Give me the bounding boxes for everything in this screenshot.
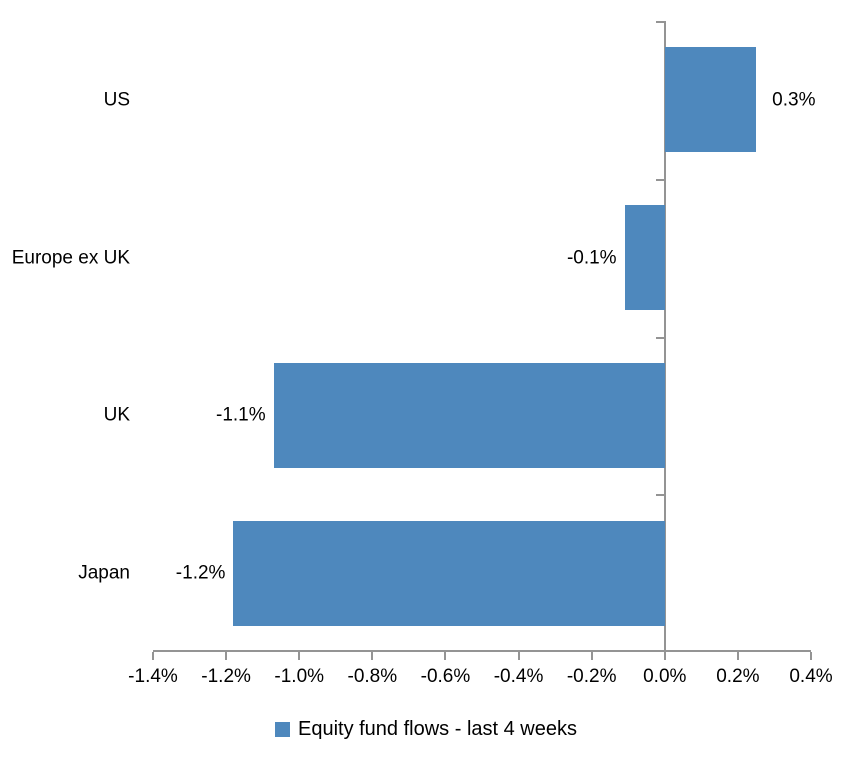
x-axis-line bbox=[153, 650, 811, 652]
x-axis-tick bbox=[590, 652, 593, 660]
legend-swatch-icon bbox=[274, 721, 290, 737]
bar-europe-ex-uk bbox=[624, 205, 665, 311]
category-axis-tick bbox=[655, 650, 664, 652]
x-tick-label--0-8-: -0.8% bbox=[347, 666, 398, 687]
data-label-us: 0.3% bbox=[772, 89, 816, 111]
x-axis-tick bbox=[810, 652, 812, 660]
category-axis-tick bbox=[655, 21, 664, 23]
category-axis-tick bbox=[655, 336, 664, 339]
x-tick-label-0-0-: 0.0% bbox=[643, 666, 687, 687]
x-tick-label--1-4-: -1.4% bbox=[128, 666, 178, 687]
x-tick-label-0-2-: 0.2% bbox=[716, 666, 760, 687]
x-axis-tick bbox=[517, 652, 520, 660]
x-tick-label--1-0-: -1.0% bbox=[274, 666, 325, 687]
data-label-europe-ex-uk: -0.1% bbox=[566, 247, 617, 269]
x-axis-tick bbox=[225, 652, 228, 660]
x-axis-tick bbox=[444, 652, 447, 660]
data-label-japan: -1.2% bbox=[175, 562, 226, 584]
category-label-uk: UK bbox=[103, 404, 130, 426]
category-axis-tick bbox=[655, 178, 664, 181]
category-label-us: US bbox=[103, 89, 130, 111]
x-axis-tick bbox=[736, 652, 739, 660]
zero-axis-line bbox=[663, 21, 666, 652]
x-axis-tick bbox=[298, 652, 301, 660]
x-axis-tick bbox=[371, 652, 374, 660]
category-label-japan: Japan bbox=[78, 562, 130, 584]
bar-us bbox=[664, 47, 757, 153]
x-tick-label--0-4-: -0.4% bbox=[493, 666, 544, 687]
x-tick-label--1-2-: -1.2% bbox=[201, 666, 251, 687]
bar-uk bbox=[273, 362, 665, 468]
x-axis-tick bbox=[663, 652, 666, 660]
x-tick-label--0-2-: -0.2% bbox=[566, 666, 617, 687]
x-tick-label-0-4-: 0.4% bbox=[789, 666, 833, 687]
legend: Equity fund flows - last 4 weeks bbox=[0, 714, 852, 744]
category-axis-tick bbox=[655, 494, 664, 497]
x-axis-tick bbox=[152, 652, 154, 660]
data-label-uk: -1.1% bbox=[216, 404, 266, 426]
x-tick-label--0-6-: -0.6% bbox=[420, 666, 471, 687]
plot-area: -1.4% -1.2% -1.0% -0.8% -0.6% -0.4% -0.2% 0.0% 0… bbox=[128, 21, 833, 686]
legend-label: Equity fund flows - last 4 weeks bbox=[297, 718, 577, 740]
bar-japan bbox=[233, 520, 665, 626]
category-label-europe-ex-uk: Europe ex UK bbox=[11, 247, 130, 269]
